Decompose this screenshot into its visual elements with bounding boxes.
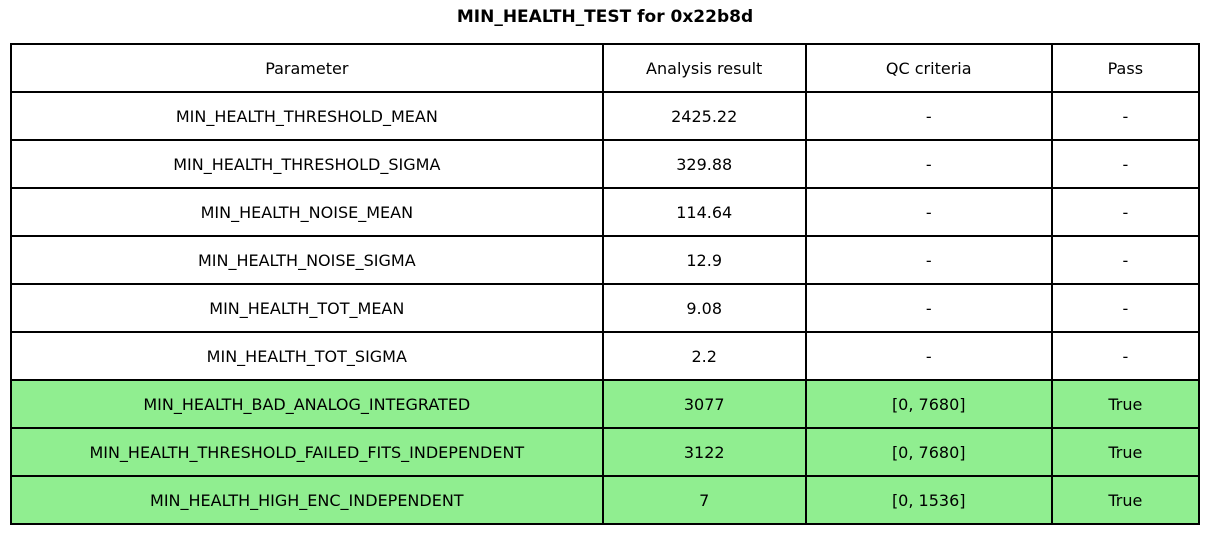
cell-analysis-result: 114.64	[601, 187, 807, 237]
table-row: MIN_HEALTH_NOISE_SIGMA 12.9- -	[10, 235, 1201, 285]
cell-qc-criteria: [0, 1536]	[804, 475, 1053, 525]
cell-qc-criteria: -	[804, 283, 1053, 333]
cell-pass: True	[1050, 427, 1201, 477]
cell-qc-criteria: -	[804, 139, 1053, 189]
cell-analysis-result: 329.88	[601, 139, 807, 189]
cell-parameter: MIN_HEALTH_THRESHOLD_FAILED_FITS_INDEPEN…	[10, 427, 604, 477]
chart-title: MIN_HEALTH_TEST for 0x22b8d	[456, 7, 754, 27]
cell-pass: -	[1050, 139, 1201, 189]
cell-pass: -	[1050, 187, 1201, 237]
cell-qc-criteria: -	[804, 331, 1053, 381]
table-row: MIN_HEALTH_HIGH_ENC_INDEPENDENT 7 [0, 1536…	[10, 475, 1201, 525]
table-row: MIN_HEALTH_THRESHOLD_FAILED_FITS_INDEPEN…	[10, 427, 1201, 477]
cell-analysis-result: 9.08	[601, 283, 807, 333]
cell-pass: -	[1050, 331, 1201, 381]
cell-pass: -	[1050, 235, 1201, 285]
cell-parameter: MIN_HEALTH_HIGH_ENC_INDEPENDENT	[10, 475, 604, 525]
cell-parameter: MIN_HEALTH_TOT_SIGMA	[10, 331, 604, 381]
cell-pass: True	[1050, 475, 1201, 525]
cell-qc-criteria: -	[804, 187, 1053, 237]
column-header-analysis-result: Analysis result	[601, 43, 807, 93]
cell-analysis-result: 3122	[601, 427, 807, 477]
table-row: MIN_HEALTH_TOT_SIGMA 2.2- -	[10, 331, 1201, 381]
cell-analysis-result: 7	[601, 475, 807, 525]
header-row: Parameter Analysis result QC criteria Pa…	[10, 43, 1201, 93]
cell-qc-criteria: -	[804, 91, 1053, 141]
cell-parameter: MIN_HEALTH_TOT_MEAN	[10, 283, 604, 333]
cell-pass: -	[1050, 283, 1201, 333]
cell-parameter: MIN_HEALTH_THRESHOLD_SIGMA	[10, 139, 604, 189]
cell-qc-criteria: -	[804, 235, 1053, 285]
table-header: Parameter Analysis result QC criteria Pa…	[10, 43, 1201, 93]
table-body: MIN_HEALTH_THRESHOLD_MEAN 2425.22- - MIN_HE…	[10, 91, 1201, 525]
table-row: MIN_HEALTH_THRESHOLD_SIGMA 329.88- -	[10, 139, 1201, 189]
table-row: MIN_HEALTH_NOISE_MEAN 114.64- -	[10, 187, 1201, 237]
cell-qc-criteria: [0, 7680]	[804, 427, 1053, 477]
table-row: MIN_HEALTH_BAD_ANALOG_INTEGRATED 3077 [0, …	[10, 379, 1201, 429]
column-header-parameter: Parameter	[10, 43, 604, 93]
cell-analysis-result: 2.2	[601, 331, 807, 381]
cell-parameter: MIN_HEALTH_BAD_ANALOG_INTEGRATED	[10, 379, 604, 429]
cell-parameter: MIN_HEALTH_NOISE_SIGMA	[10, 235, 604, 285]
cell-analysis-result: 2425.22	[601, 91, 807, 141]
table-row: MIN_HEALTH_THRESHOLD_MEAN 2425.22- -	[10, 91, 1201, 141]
cell-analysis-result: 12.9	[601, 235, 807, 285]
cell-analysis-result: 3077	[601, 379, 807, 429]
table-row: MIN_HEALTH_TOT_MEAN 9.08- -	[10, 283, 1201, 333]
cell-pass: True	[1050, 379, 1201, 429]
column-header-pass: Pass	[1050, 43, 1201, 93]
cell-pass: -	[1050, 91, 1201, 141]
qc-results-table: Parameter Analysis result QC criteria Pa…	[10, 43, 1201, 525]
column-header-qc-criteria: QC criteria	[804, 43, 1053, 93]
cell-parameter: MIN_HEALTH_NOISE_MEAN	[10, 187, 604, 237]
cell-qc-criteria: [0, 7680]	[804, 379, 1053, 429]
cell-parameter: MIN_HEALTH_THRESHOLD_MEAN	[10, 91, 604, 141]
